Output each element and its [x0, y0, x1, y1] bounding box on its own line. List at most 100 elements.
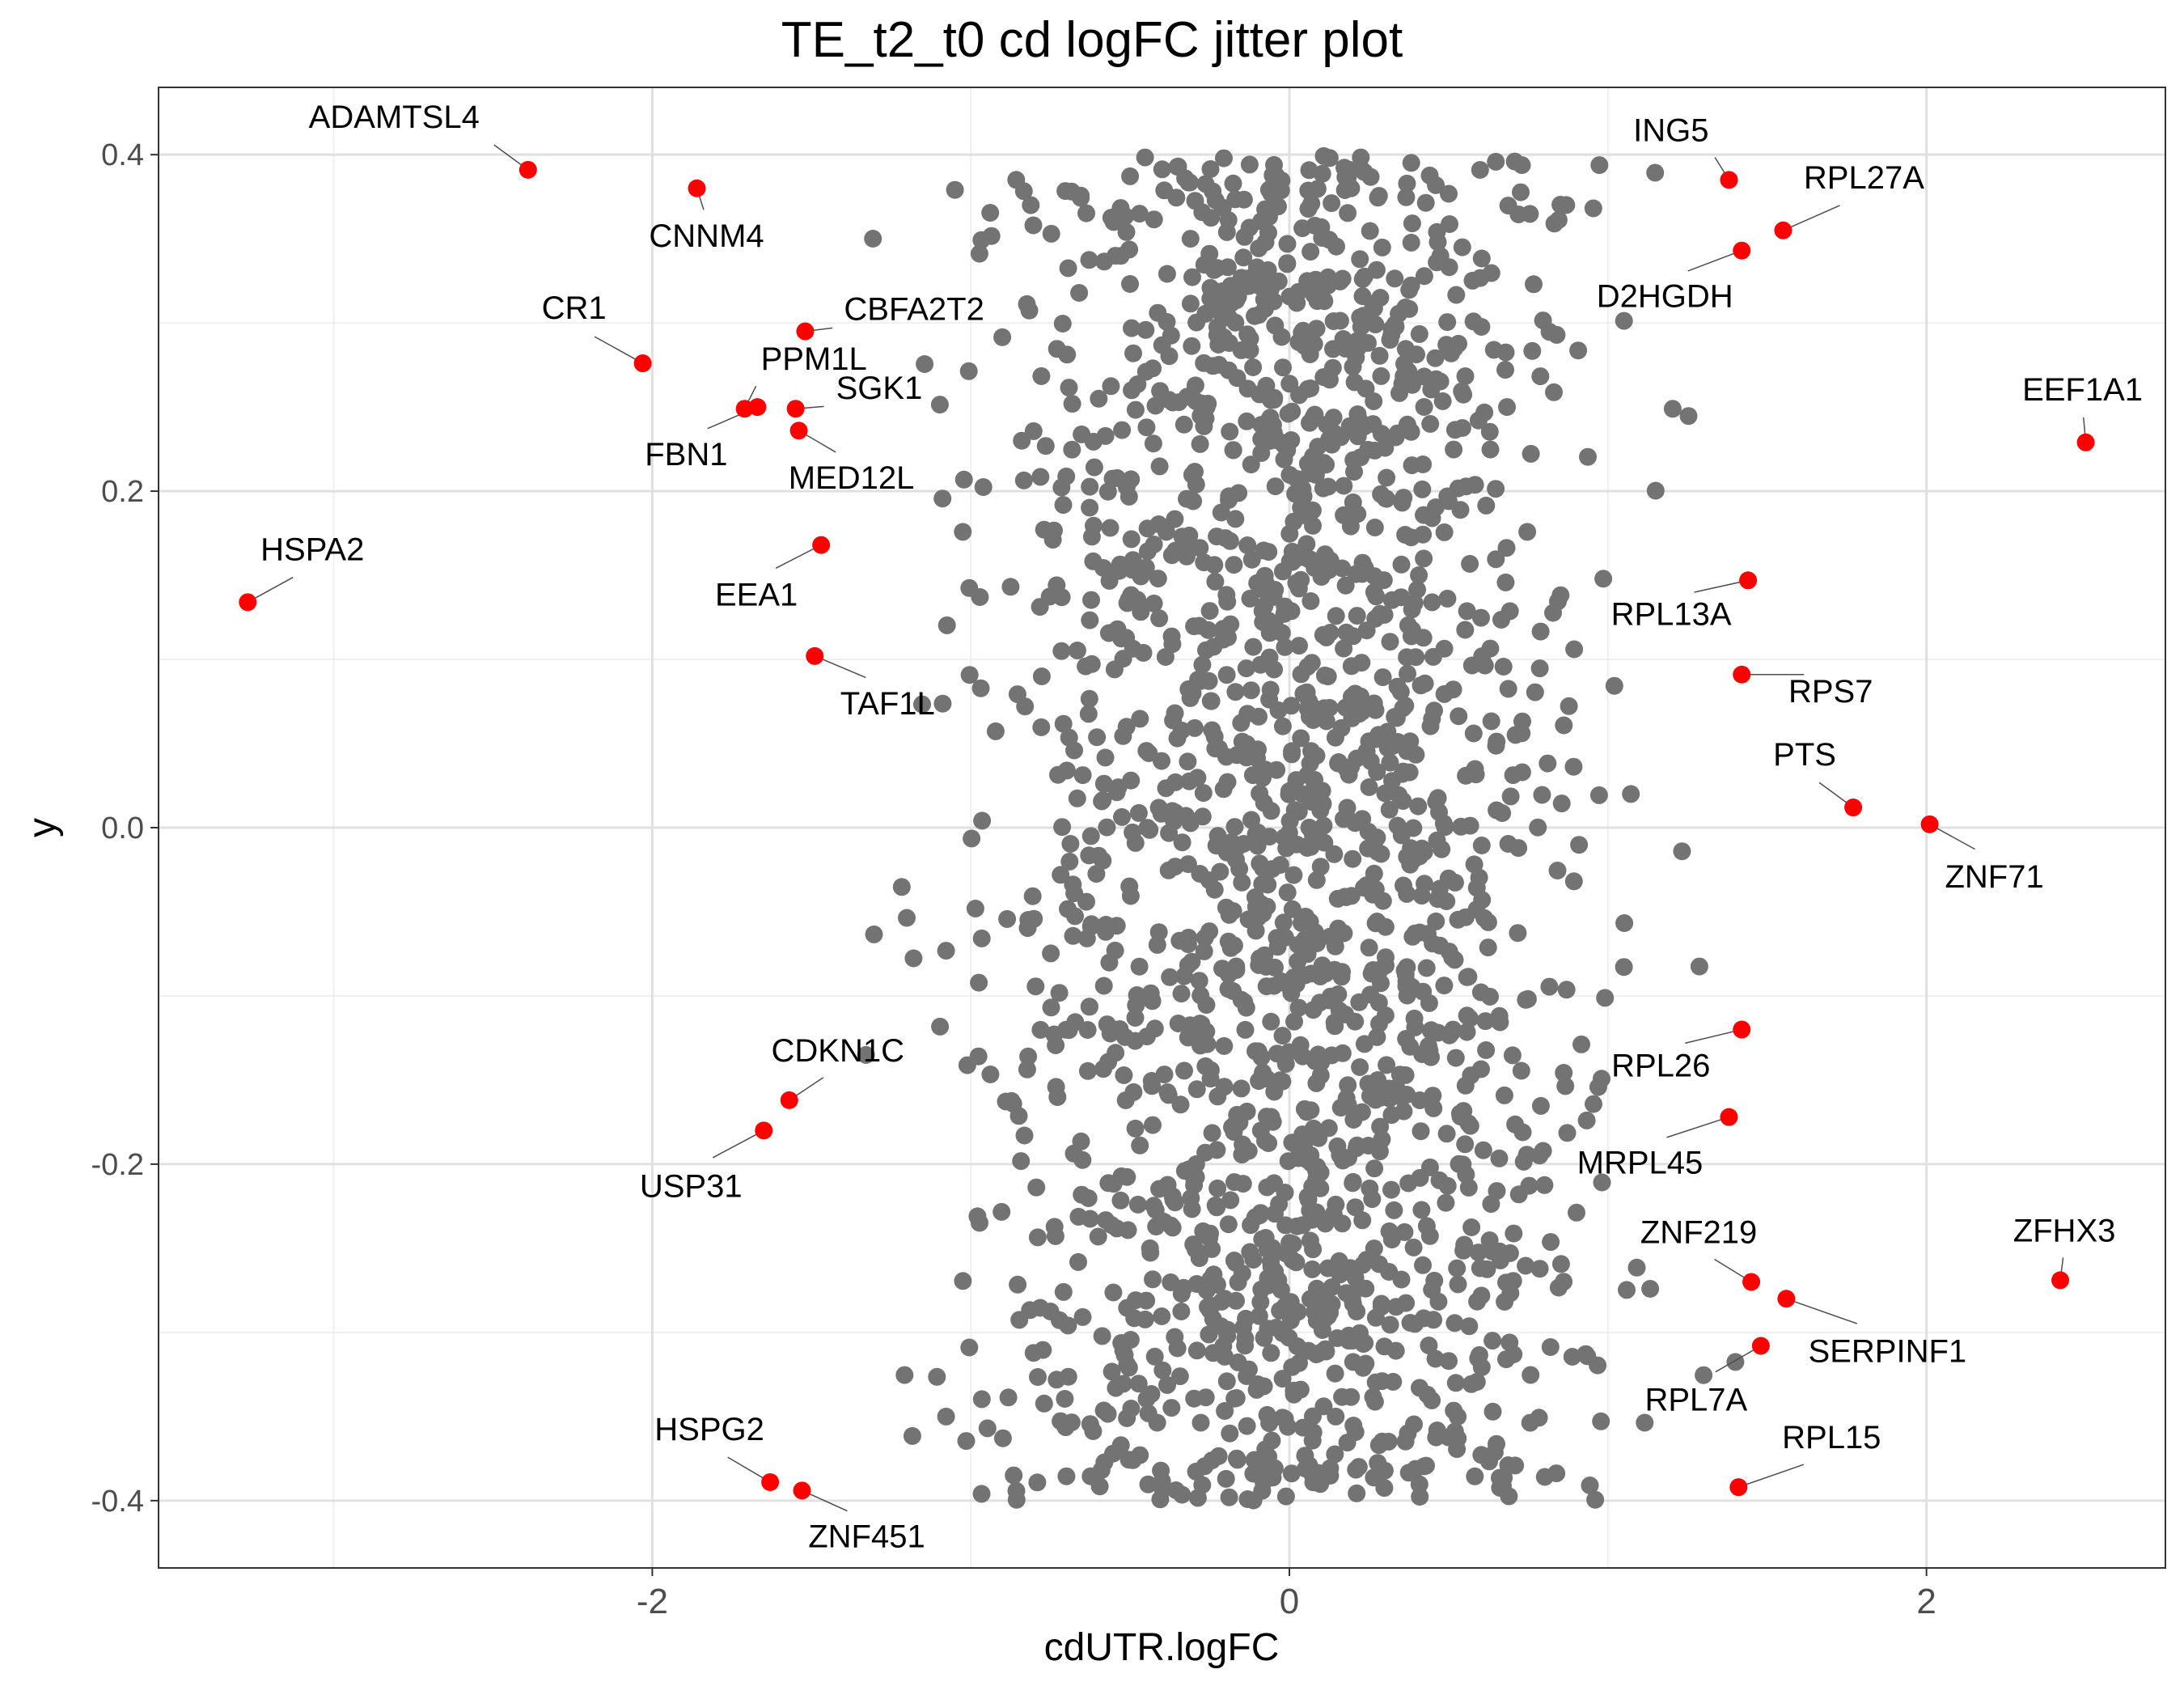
background-point	[1302, 654, 1321, 672]
highlighted-point	[2076, 433, 2095, 451]
background-point	[1333, 559, 1352, 578]
background-point	[1336, 698, 1355, 717]
background-point	[1453, 419, 1471, 437]
background-point	[1285, 1381, 1303, 1400]
background-point	[1269, 272, 1288, 290]
background-point	[1446, 1049, 1465, 1067]
background-point	[1168, 1339, 1187, 1358]
background-point	[1209, 355, 1228, 374]
highlighted-point	[1774, 221, 1792, 239]
background-point	[1526, 683, 1544, 701]
background-point	[1225, 818, 1244, 837]
background-point	[1381, 1316, 1399, 1334]
gene-label: RPL27A	[1804, 160, 1924, 196]
background-point	[1276, 638, 1294, 656]
background-point	[1318, 277, 1337, 294]
background-point	[1397, 1294, 1416, 1312]
background-point	[1357, 1279, 1375, 1298]
background-point	[1512, 183, 1530, 201]
background-point	[1416, 193, 1435, 212]
background-point	[1278, 254, 1297, 273]
background-point	[1325, 424, 1344, 443]
background-point	[1324, 1205, 1343, 1223]
background-point	[1445, 1314, 1464, 1333]
background-point	[1226, 313, 1245, 332]
background-point	[1274, 358, 1292, 377]
background-point	[1401, 855, 1420, 874]
background-point	[1427, 176, 1445, 194]
background-point	[1458, 602, 1476, 621]
highlighted-points	[239, 160, 2095, 1500]
background-point	[1056, 182, 1075, 201]
background-point	[1191, 407, 1210, 425]
background-point	[1346, 1198, 1365, 1217]
background-point	[1136, 320, 1155, 339]
background-point	[1185, 1171, 1204, 1189]
background-point	[1297, 535, 1316, 553]
label-leader-line	[1666, 1116, 1729, 1138]
highlighted-point	[518, 160, 537, 179]
background-point	[1209, 1447, 1228, 1465]
background-point	[1448, 1440, 1467, 1459]
background-point	[1534, 311, 1552, 330]
background-point	[1378, 1056, 1396, 1074]
background-point	[1372, 366, 1390, 385]
background-point	[1305, 1119, 1323, 1138]
background-point	[1096, 426, 1115, 445]
background-point	[1181, 230, 1200, 248]
background-point	[1372, 485, 1390, 503]
background-point	[1262, 1012, 1280, 1031]
background-point	[1241, 341, 1259, 359]
background-point	[1326, 1017, 1344, 1036]
background-point	[1183, 337, 1201, 355]
background-point	[1251, 784, 1269, 803]
background-point	[1027, 1178, 1046, 1197]
background-point	[1153, 336, 1171, 354]
background-point	[1250, 1072, 1268, 1091]
background-point	[1316, 1309, 1335, 1328]
background-point	[1343, 1332, 1361, 1350]
background-point	[857, 1045, 875, 1064]
background-point	[1162, 627, 1181, 646]
background-point	[1280, 1328, 1298, 1347]
background-point	[1052, 478, 1071, 497]
background-point	[1398, 884, 1416, 903]
background-point	[1314, 816, 1333, 835]
background-point	[1280, 524, 1299, 543]
background-point	[1171, 1095, 1190, 1114]
background-point	[1215, 1036, 1234, 1055]
background-point	[1238, 412, 1256, 430]
background-point	[1065, 741, 1083, 760]
background-point	[1263, 1468, 1282, 1487]
background-point	[1141, 820, 1159, 839]
background-point	[1090, 1477, 1109, 1496]
background-point	[1539, 754, 1557, 773]
background-point	[1451, 1108, 1470, 1126]
background-point	[1140, 744, 1158, 762]
background-point	[1263, 1431, 1281, 1450]
background-point	[1217, 1469, 1235, 1488]
background-point	[1130, 205, 1149, 223]
background-point	[1202, 209, 1221, 227]
background-point	[1399, 1464, 1418, 1482]
background-point	[1366, 1373, 1385, 1392]
background-point	[1477, 1041, 1496, 1059]
background-point	[1069, 1207, 1088, 1226]
background-point	[1438, 1176, 1457, 1195]
background-point	[1187, 1462, 1205, 1481]
background-point	[1342, 1388, 1361, 1406]
gene-label: ZNF451	[808, 1519, 925, 1554]
background-point	[1352, 448, 1370, 467]
background-point	[1450, 334, 1467, 353]
background-point	[1283, 553, 1302, 571]
background-point	[1280, 466, 1299, 484]
background-point	[1094, 977, 1113, 995]
background-point	[1137, 418, 1156, 437]
background-point	[1446, 1374, 1465, 1392]
background-point	[1438, 589, 1457, 608]
background-point	[1424, 1099, 1443, 1117]
background-point	[1569, 341, 1588, 360]
background-point	[1615, 958, 1633, 977]
background-point	[1577, 1111, 1596, 1129]
background-point	[1285, 968, 1303, 986]
